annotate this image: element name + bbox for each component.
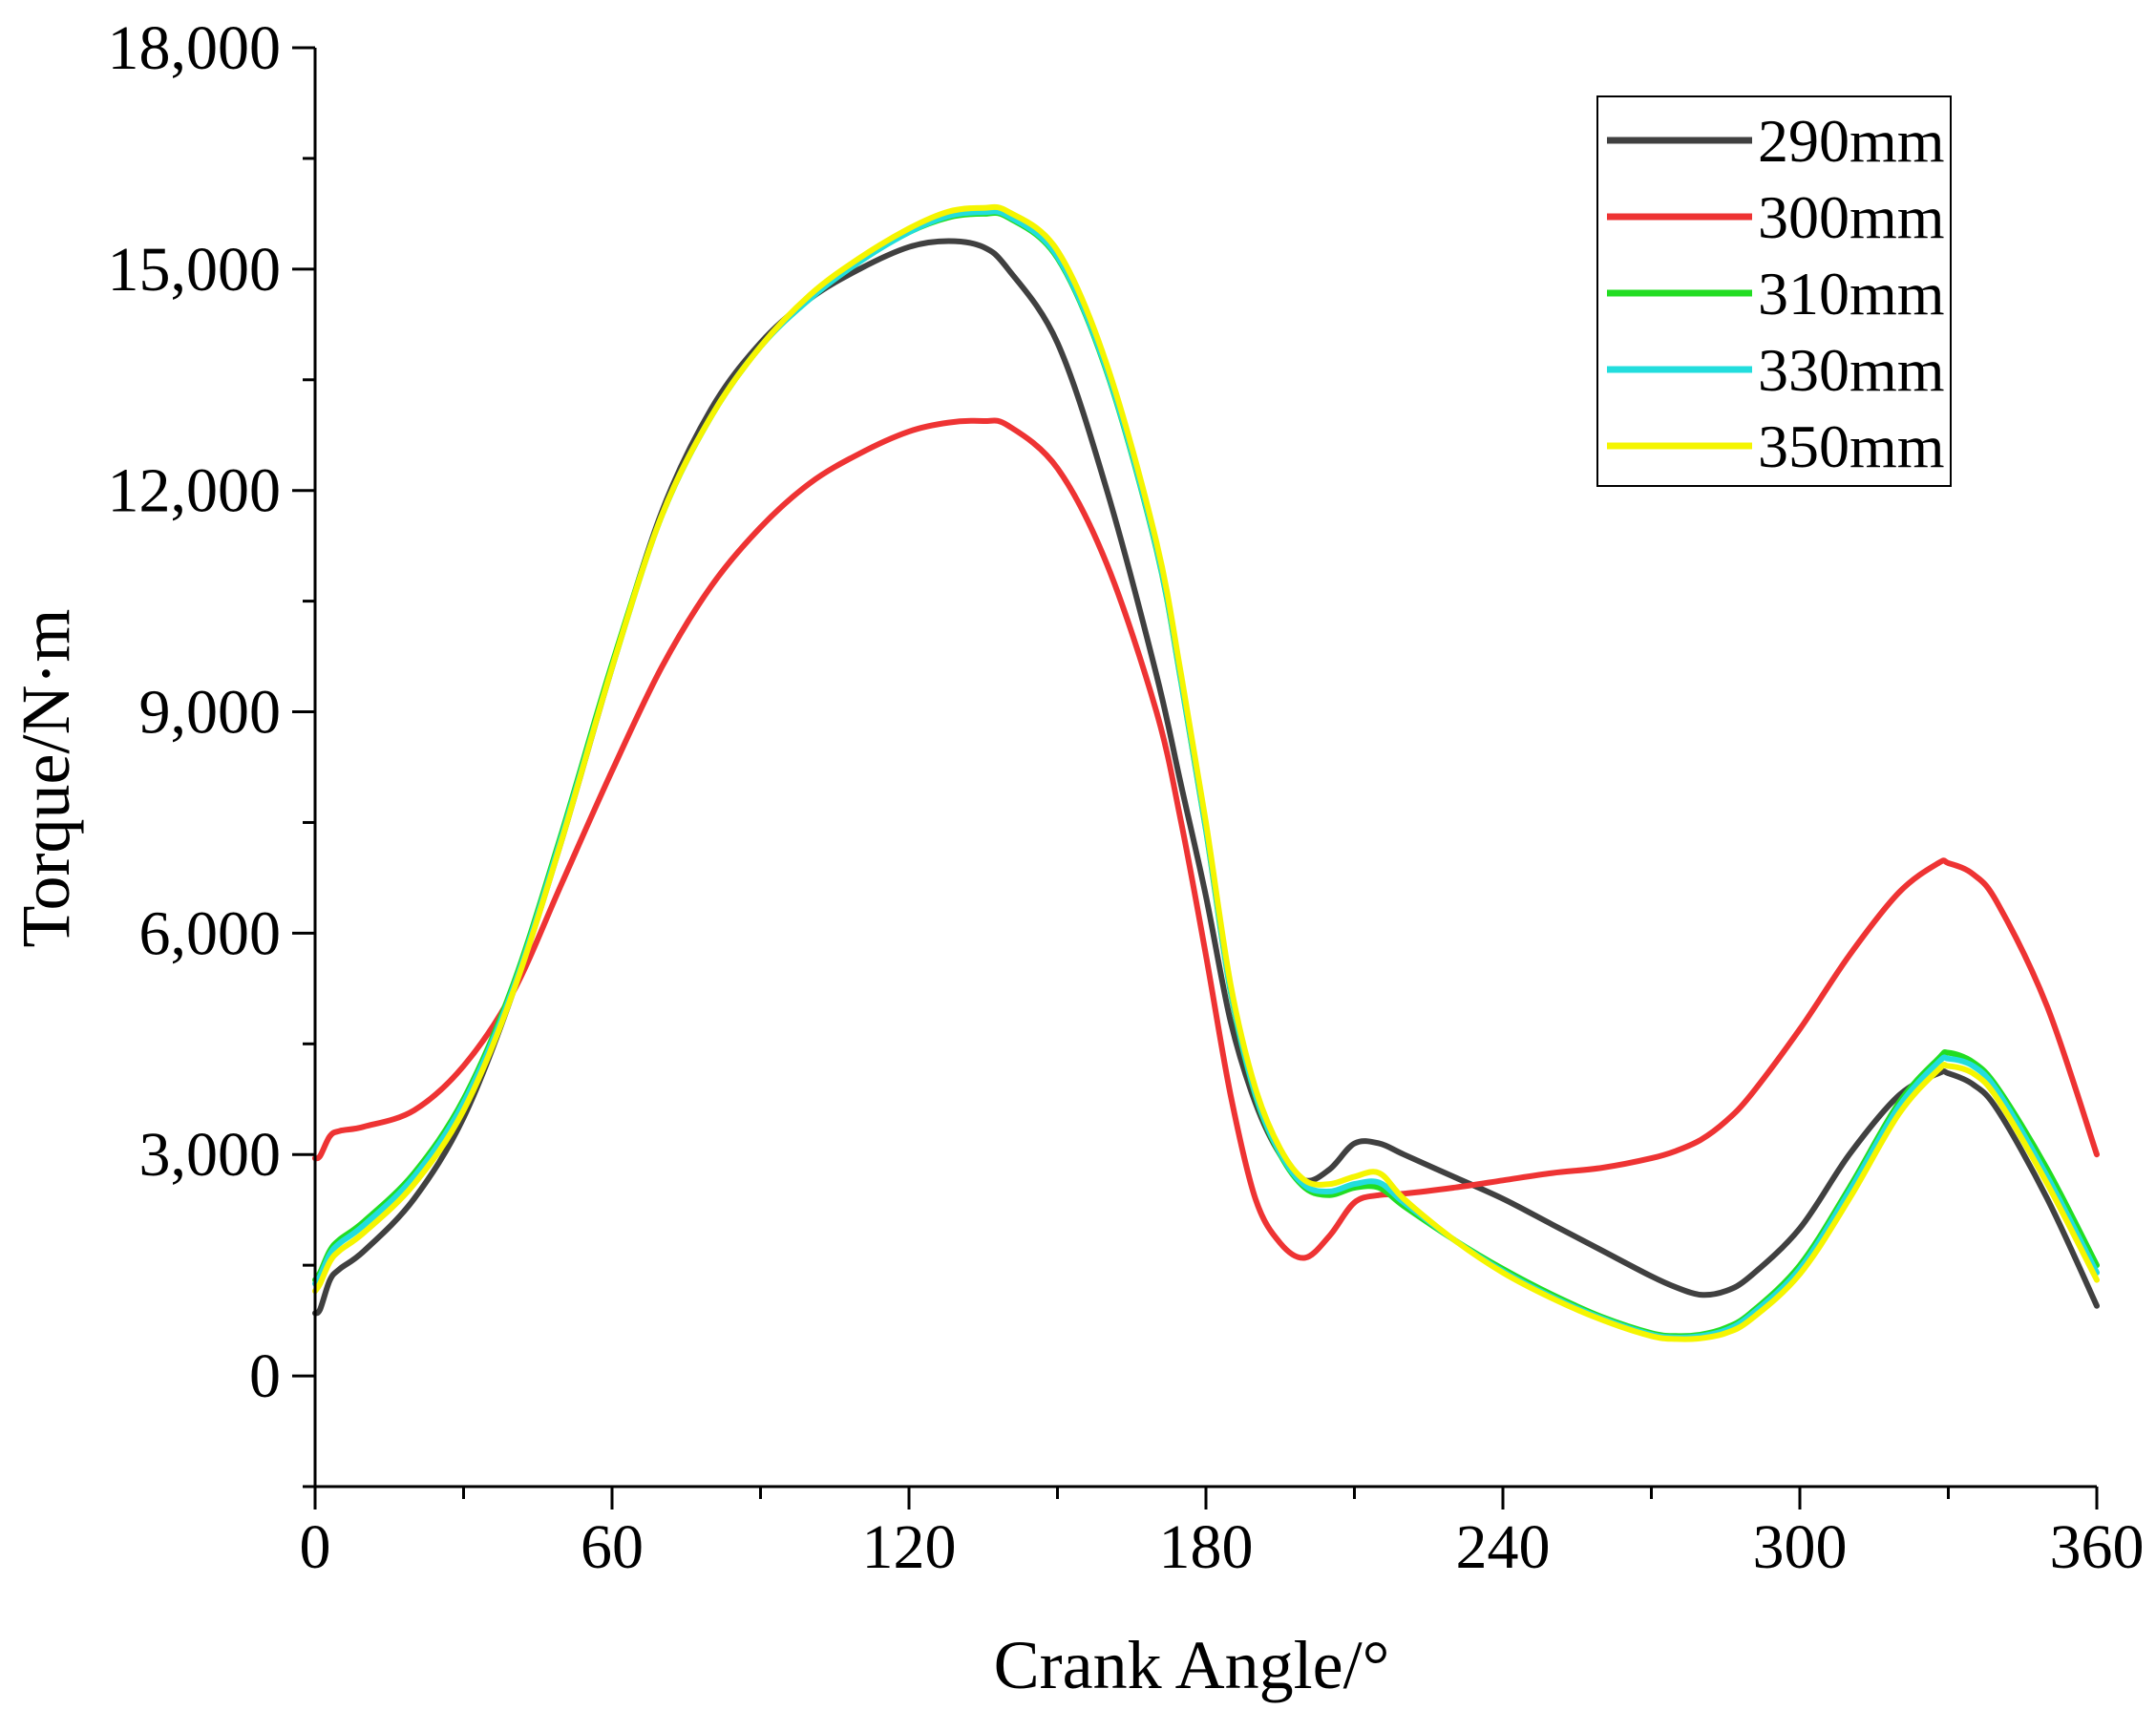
x-tick-label: 0	[300, 1512, 331, 1582]
legend-label-330mm: 330mm	[1758, 336, 1945, 404]
x-tick-label: 360	[2050, 1512, 2145, 1582]
y-tick-label: 6,000	[139, 898, 282, 968]
y-tick-label: 0	[249, 1341, 281, 1411]
axes: 0 3,000 6,000 9,000 12,000 15,000 18,000 0 60 120…	[108, 13, 2145, 1582]
legend-label-350mm: 350mm	[1758, 412, 1945, 480]
legend-label-290mm: 290mm	[1758, 107, 1945, 175]
x-tick-label: 300	[1753, 1512, 1848, 1582]
y-axis-title: Torque/N·m	[8, 609, 84, 948]
y-tick-label: 9,000	[139, 678, 282, 748]
legend-label-310mm: 310mm	[1758, 260, 1945, 327]
y-tick-label: 3,000	[139, 1120, 282, 1190]
y-tick-label: 15,000	[108, 235, 282, 305]
series-line-300mm	[312, 417, 2100, 1261]
x-axis-title: Crank Angle/°	[994, 1627, 1390, 1703]
x-tick-label: 60	[581, 1512, 644, 1582]
series-line-350mm	[312, 203, 2100, 1342]
y-tick-label: 12,000	[108, 456, 282, 526]
y-tick-label: 18,000	[108, 13, 282, 83]
plot-area	[312, 203, 2100, 1342]
x-tick-label: 180	[1159, 1512, 1254, 1582]
legend-label-300mm: 300mm	[1758, 183, 1945, 251]
legend: 290mm 300mm 310mm 330mm 350mm	[1596, 95, 1952, 487]
x-tick-label: 240	[1456, 1512, 1551, 1582]
x-tick-label: 120	[862, 1512, 957, 1582]
